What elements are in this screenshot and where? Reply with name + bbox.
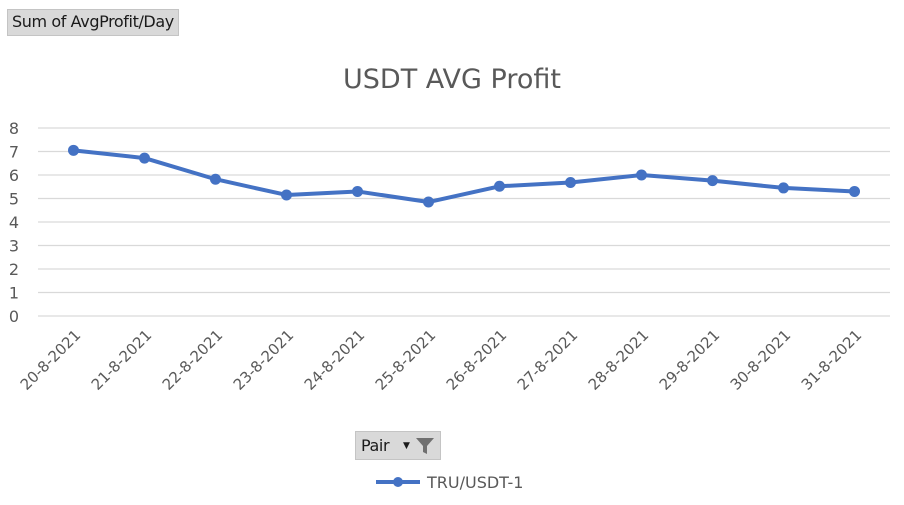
data-point[interactable] — [139, 152, 150, 164]
series-line — [71, 148, 857, 205]
chevron-down-icon[interactable]: ▼ — [403, 441, 410, 451]
data-point[interactable] — [423, 196, 434, 208]
data-point[interactable] — [210, 173, 221, 185]
data-point[interactable] — [636, 169, 647, 181]
chart-title: USDT AVG Profit — [343, 64, 561, 95]
x-tick-label: 25-8-2021 — [372, 326, 440, 394]
legend-entry-label: TRU/USDT-1 — [426, 473, 523, 492]
x-tick-label: 27-8-2021 — [514, 326, 582, 394]
data-point[interactable] — [565, 177, 576, 189]
x-tick-label: 30-8-2021 — [727, 326, 795, 394]
legend[interactable]: TRU/USDT-1 — [376, 473, 523, 492]
x-tick-label: 20-8-2021 — [17, 326, 85, 394]
series-layer — [68, 144, 860, 208]
x-tick-label: 21-8-2021 — [88, 326, 156, 394]
data-point[interactable] — [68, 144, 79, 156]
x-tick-label: 28-8-2021 — [585, 326, 653, 394]
y-tick-label: 3 — [9, 237, 19, 256]
value-field-button[interactable]: Sum of AvgProfit/Day — [7, 9, 179, 36]
data-point[interactable] — [707, 175, 718, 187]
x-tick-label: 29-8-2021 — [656, 326, 724, 394]
data-point[interactable] — [849, 185, 860, 197]
x-tick-label: 26-8-2021 — [443, 326, 511, 394]
y-tick-label: 7 — [9, 143, 19, 162]
y-tick-label: 6 — [9, 166, 19, 185]
y-tick-label: 5 — [9, 190, 19, 209]
y-tick-label: 2 — [9, 260, 19, 279]
x-tick-label: 24-8-2021 — [301, 326, 369, 394]
data-point[interactable] — [778, 182, 789, 194]
x-axis-ticks: 20-8-2021 21-8-2021 22-8-2021 23-8-2021 24-8… — [17, 326, 866, 394]
x-tick-label: 31-8-2021 — [798, 326, 866, 394]
y-tick-label: 4 — [9, 213, 19, 232]
gridlines — [38, 127, 890, 317]
x-tick-label: 22-8-2021 — [159, 326, 227, 394]
y-tick-label: 8 — [9, 119, 19, 138]
pair-field-label: Pair — [361, 436, 390, 455]
legend-point-marker — [393, 477, 403, 487]
funnel-icon[interactable] — [415, 437, 435, 455]
value-field-label: Sum of AvgProfit/Day — [12, 12, 174, 31]
y-tick-label: 1 — [9, 284, 19, 303]
data-point[interactable] — [281, 189, 292, 201]
y-tick-label: 0 — [9, 307, 19, 326]
data-point[interactable] — [494, 180, 505, 192]
data-point[interactable] — [352, 185, 363, 197]
x-tick-label: 23-8-2021 — [230, 326, 298, 394]
y-axis-ticks: 0 1 2 3 4 5 6 7 8 — [9, 119, 19, 326]
pair-field-button[interactable]: Pair ▼ — [355, 431, 441, 460]
